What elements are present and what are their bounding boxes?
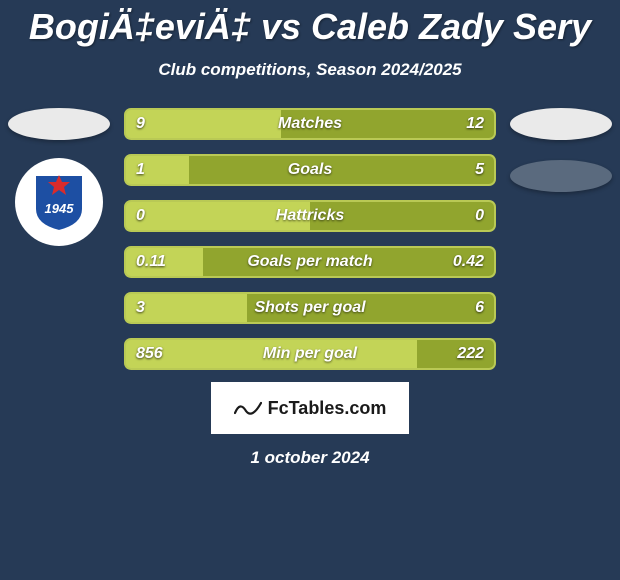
stat-label: Goals [288, 161, 332, 179]
date-text: 1 october 2024 [0, 448, 620, 468]
stat-label: Min per goal [263, 345, 357, 363]
right-side [510, 108, 612, 370]
brand-box: FcTables.com [211, 382, 409, 434]
stat-label: Goals per match [247, 253, 372, 271]
stat-row: Hattricks 0 0 [124, 200, 496, 232]
stat-seg-left [126, 110, 281, 138]
club-shield-icon: 1945 [31, 171, 87, 233]
left-player-ellipse [8, 108, 110, 140]
stat-label: Matches [278, 115, 342, 133]
comparison-card: BogiÄ‡eviÄ‡ vs Caleb Zady Sery Club comp… [0, 0, 620, 580]
stat-row: Goals 1 5 [124, 154, 496, 186]
stat-row: Goals per match 0.11 0.42 [124, 246, 496, 278]
page-title: BogiÄ‡eviÄ‡ vs Caleb Zady Sery [0, 0, 620, 48]
stat-row: Matches 9 12 [124, 108, 496, 140]
stat-seg-right [189, 156, 494, 184]
brand-logo-icon [234, 399, 262, 417]
stat-value-right: 0.42 [453, 253, 484, 271]
stat-value-left: 9 [136, 115, 145, 133]
stat-label: Hattricks [276, 207, 344, 225]
subtitle: Club competitions, Season 2024/2025 [0, 60, 620, 80]
stat-row: Shots per goal 3 6 [124, 292, 496, 324]
stat-value-left: 3 [136, 299, 145, 317]
stat-value-right: 6 [475, 299, 484, 317]
shield-year: 1945 [45, 201, 75, 216]
right-player-ellipse-2 [510, 160, 612, 192]
left-club-badge: 1945 [15, 158, 103, 246]
stat-label: Shots per goal [254, 299, 365, 317]
left-side: 1945 [8, 108, 110, 370]
stat-value-left: 0.11 [136, 253, 166, 271]
stat-value-right: 222 [457, 345, 484, 363]
stat-row: Min per goal 856 222 [124, 338, 496, 370]
stat-value-left: 0 [136, 207, 145, 225]
stat-value-right: 0 [475, 207, 484, 225]
stat-bars: Matches 9 12 Goals 1 5 Hattricks 0 0 Goals per ma… [124, 108, 496, 370]
stat-value-right: 5 [475, 161, 484, 179]
right-player-ellipse-1 [510, 108, 612, 140]
brand-text: FcTables.com [268, 398, 387, 419]
stat-value-right: 12 [466, 115, 484, 133]
content-area: 1945 Matches 9 12 Goals 1 5 Hattricks 0 0 Goals p… [0, 108, 620, 370]
stat-value-left: 856 [136, 345, 163, 363]
stat-value-left: 1 [136, 161, 145, 179]
